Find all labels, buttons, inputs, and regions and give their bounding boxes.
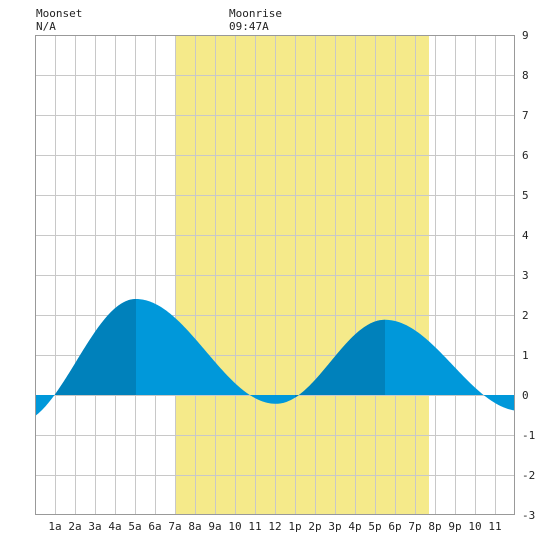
y-tick-label: 2	[522, 309, 529, 322]
y-tick-label: 7	[522, 109, 529, 122]
y-tick-label: 6	[522, 149, 529, 162]
x-tick-label: 1p	[288, 520, 301, 533]
x-tick-label: 2a	[68, 520, 81, 533]
moonrise-label: Moonrise	[229, 7, 282, 20]
y-tick-label: 1	[522, 349, 529, 362]
x-tick-label: 3p	[328, 520, 341, 533]
y-tick-label: -1	[522, 429, 535, 442]
y-tick-label: 5	[522, 189, 529, 202]
x-tick-label: 11	[488, 520, 501, 533]
x-tick-label: 4p	[348, 520, 361, 533]
tide-area	[35, 299, 515, 417]
x-tick-label: 6p	[388, 520, 401, 533]
x-tick-label: 11	[248, 520, 261, 533]
rising-tide-shade	[295, 319, 385, 398]
x-tick-label: 1a	[48, 520, 61, 533]
y-tick-label: 3	[522, 269, 529, 282]
x-tick-label: 6a	[148, 520, 161, 533]
plot-frame-layer	[35, 35, 515, 515]
rising-tide-shade	[55, 299, 136, 395]
plot-border	[35, 35, 515, 515]
x-tick-label: 7a	[168, 520, 181, 533]
x-tick-label: 3a	[88, 520, 101, 533]
moonset-value: N/A	[36, 20, 56, 33]
x-tick-label: 10	[468, 520, 481, 533]
x-tick-label: 5a	[128, 520, 141, 533]
x-tick-label: 12	[268, 520, 281, 533]
y-tick-label: -2	[522, 469, 535, 482]
x-tick-label: 4a	[108, 520, 121, 533]
x-tick-label: 5p	[368, 520, 381, 533]
x-tick-label: 7p	[408, 520, 421, 533]
y-tick-label: -3	[522, 509, 535, 522]
x-tick-label: 10	[228, 520, 241, 533]
grid-layer	[35, 35, 515, 515]
x-tick-label: 9p	[448, 520, 461, 533]
x-tick-label: 2p	[308, 520, 321, 533]
x-tick-label: 8p	[428, 520, 441, 533]
y-tick-label: 8	[522, 69, 529, 82]
x-tick-label: 9a	[208, 520, 221, 533]
y-tick-label: 4	[522, 229, 529, 242]
y-tick-label: 9	[522, 29, 529, 42]
moonset-label: Moonset	[36, 7, 83, 20]
tide-area-layer	[35, 299, 515, 417]
moonrise-value: 09:47A	[229, 20, 269, 33]
y-tick-label: 0	[522, 389, 529, 402]
x-tick-label: 8a	[188, 520, 201, 533]
